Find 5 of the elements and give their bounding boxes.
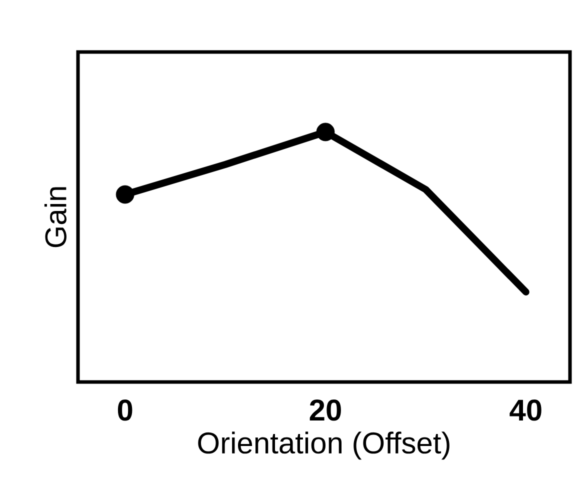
x-tick-label: 20 bbox=[310, 400, 341, 421]
x-tick-label: 0 bbox=[118, 400, 132, 421]
x-axis-title: Orientation (Offset) bbox=[198, 432, 450, 460]
x-tick-label: 40 bbox=[510, 400, 542, 421]
y-axis-title: Gain bbox=[44, 187, 66, 248]
